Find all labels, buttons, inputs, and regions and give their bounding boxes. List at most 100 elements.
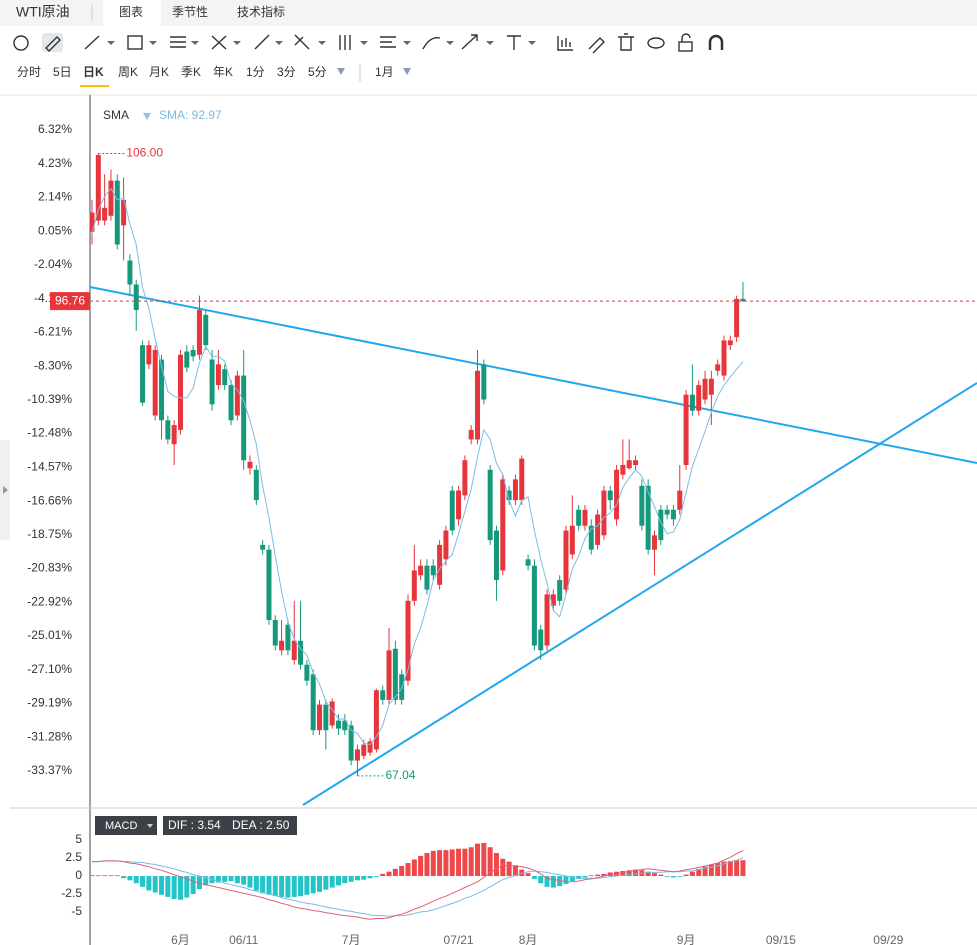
macd-bar [418,855,424,877]
macd-bar [487,847,493,877]
macd-bar [563,876,569,884]
period[interactable]: 5日 [53,65,72,79]
macd-bar [645,871,651,877]
range[interactable]: 1月 [375,65,394,79]
tool-icon[interactable] [588,37,605,54]
candle-body [639,485,645,526]
candle-body [272,619,278,646]
sma-line [91,187,744,746]
candle-body [544,594,550,646]
candle-body [121,199,127,226]
top-bar [0,0,977,26]
macd-bar [367,876,373,879]
period[interactable]: 年K [213,65,233,79]
candle-body [721,340,727,376]
trend-line[interactable] [302,382,977,806]
tool-icon[interactable] [211,35,227,50]
macd-bar [424,853,430,877]
x-tick-label: 9月 [677,933,696,945]
tool-icon[interactable] [647,37,665,49]
y-tick-label: 0.05% [38,223,72,237]
active-tab[interactable] [103,0,161,26]
macd-bar [702,866,708,877]
side-arrow [3,486,8,494]
tool-icon[interactable] [507,35,521,50]
active-underline [80,85,109,87]
period-active[interactable]: 日K [83,65,104,79]
macd-tick-label: 5 [75,832,82,846]
tool-icon[interactable] [380,36,396,48]
macd-bar [557,876,563,887]
candle-body [335,720,341,729]
tool-icon[interactable] [422,37,441,50]
period[interactable]: 5分 [308,65,327,79]
macd-bar [159,876,165,895]
macd-bar [677,876,683,877]
candle-body [152,349,158,416]
macd-bar [449,849,455,877]
macd-name: MACD [105,820,137,832]
tool-icon[interactable] [618,33,634,51]
candle-body [456,490,462,520]
tool-icon[interactable] [678,41,693,52]
candle-body [380,690,386,700]
tool-icon[interactable] [170,36,186,48]
candle-body [500,479,506,571]
dropdown-caret[interactable] [143,113,151,120]
candle-body [399,674,405,700]
period[interactable]: 季K [181,65,201,79]
macd-values-box [163,816,297,835]
tab[interactable]: 图表 [119,5,143,19]
candle-body [348,725,354,761]
dropdown-caret [147,824,153,828]
tool-icon[interactable] [557,36,573,51]
dif-label: DIF : 3.54 [168,818,221,832]
candle-body [171,425,177,445]
trend-line[interactable] [89,286,977,464]
y-tick-label: 6.32% [38,122,72,136]
macd-bar [354,876,360,881]
period[interactable]: 3分 [277,65,296,79]
tool-active[interactable] [42,33,63,52]
y-tick-label: -22.92% [27,594,72,608]
tool-icon[interactable] [13,35,29,51]
candle-body [595,514,601,545]
y-tick-label: 4.23% [38,156,72,170]
macd-bar [399,865,405,877]
candle-body [664,509,670,515]
dropdown-caret[interactable] [403,68,411,75]
period[interactable]: 分时 [17,65,41,79]
candle-body [626,460,632,469]
period[interactable]: 月K [149,65,169,79]
tool-icon[interactable] [339,35,351,50]
tab[interactable]: 季节性 [172,5,208,19]
tool-icon[interactable] [127,35,143,50]
tool-icon[interactable] [254,34,270,50]
macd-bar [588,875,594,877]
candle-body [209,359,215,405]
tool-icon[interactable] [461,34,478,50]
candle-body [241,375,247,461]
macd-bar [203,876,209,886]
tool-icon[interactable] [294,34,310,50]
macd-bar [430,850,436,877]
macd-bar [291,876,297,897]
tab[interactable]: 技术指标 [237,4,285,19]
candle-body [222,369,228,386]
tool-icon[interactable] [681,33,691,42]
candle-body [651,535,657,550]
tool-icon[interactable] [45,36,61,52]
y-tick-label: -29.19% [27,696,72,710]
x-tick-label: 7月 [342,933,361,945]
candle-body [386,650,392,700]
macd-legend-box[interactable] [95,816,157,835]
tool-icon[interactable] [84,35,100,50]
period[interactable]: 1分 [246,65,265,79]
dropdown-caret[interactable] [337,68,345,75]
macd-bar [310,876,316,894]
macd-bar [108,875,114,877]
candle-body [215,364,221,386]
candle-body [392,648,398,700]
tool-icon[interactable] [708,34,724,50]
period[interactable]: 周K [118,65,138,79]
